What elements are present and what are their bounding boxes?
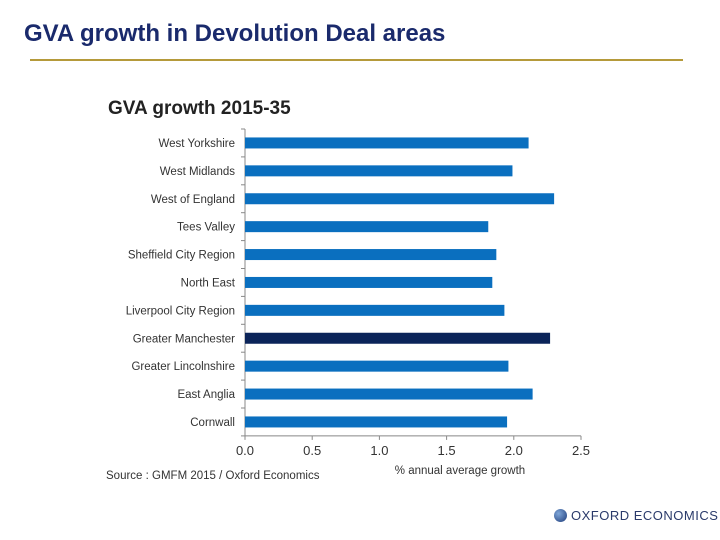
bar [245, 332, 551, 344]
bar [245, 360, 509, 372]
bar [245, 221, 489, 233]
x-tick-label: 0.0 [236, 443, 254, 458]
oxford-economics-logo: OXFORD ECONOMICS [554, 508, 718, 523]
category-label: Greater Lincolnshire [131, 361, 235, 373]
bar [245, 165, 513, 177]
bar [245, 416, 508, 428]
category-label: West of England [151, 194, 235, 206]
chart-title: GVA growth 2015-35 [108, 98, 291, 119]
x-tick-label: 1.0 [370, 443, 388, 458]
x-axis-label: % annual average growth [395, 465, 525, 477]
category-label: West Yorkshire [159, 138, 236, 150]
category-label: West Midlands [160, 166, 235, 178]
bar [245, 137, 529, 149]
category-label: Greater Manchester [133, 333, 235, 345]
globe-icon [554, 509, 567, 522]
logo-text: OXFORD ECONOMICS [571, 508, 719, 523]
x-tick-label: 2.5 [572, 443, 590, 458]
category-label: North East [181, 277, 236, 289]
x-tick-label: 1.5 [438, 443, 456, 458]
x-tick-label: 0.5 [303, 443, 321, 458]
bar [245, 193, 555, 205]
category-label: Cornwall [190, 417, 235, 429]
title-divider [30, 59, 683, 61]
page-title: GVA growth in Devolution Deal areas [24, 20, 446, 47]
category-label: Tees Valley [177, 222, 235, 234]
x-tick-label: 2.0 [505, 443, 523, 458]
category-label: Liverpool City Region [126, 305, 235, 317]
bar [245, 388, 533, 400]
bar [245, 304, 505, 316]
category-label: Sheffield City Region [128, 250, 235, 262]
source-note: Source : GMFM 2015 / Oxford Economics [106, 470, 320, 482]
bar [245, 249, 497, 261]
category-label: East Anglia [177, 389, 235, 401]
bar [245, 276, 493, 288]
